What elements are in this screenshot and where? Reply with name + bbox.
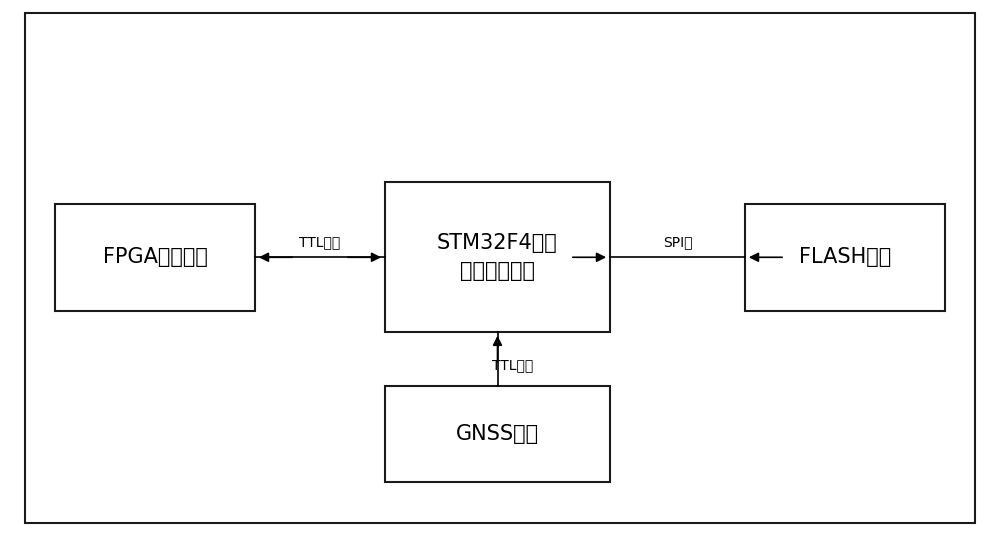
Text: FLASH模块: FLASH模块 bbox=[799, 247, 891, 267]
Bar bbox=[385, 182, 610, 332]
Text: FPGA基带模块: FPGA基带模块 bbox=[103, 247, 207, 267]
Bar bbox=[385, 386, 610, 482]
Text: TTL串口: TTL串口 bbox=[492, 359, 534, 373]
Text: GNSS模块: GNSS模块 bbox=[456, 424, 539, 444]
Text: SPI口: SPI口 bbox=[663, 235, 693, 249]
Bar bbox=[55, 204, 255, 311]
Bar bbox=[745, 204, 945, 311]
Text: TTL串口: TTL串口 bbox=[299, 235, 341, 249]
Text: STM32F4芯片
（控制芯片）: STM32F4芯片 （控制芯片） bbox=[437, 233, 558, 281]
